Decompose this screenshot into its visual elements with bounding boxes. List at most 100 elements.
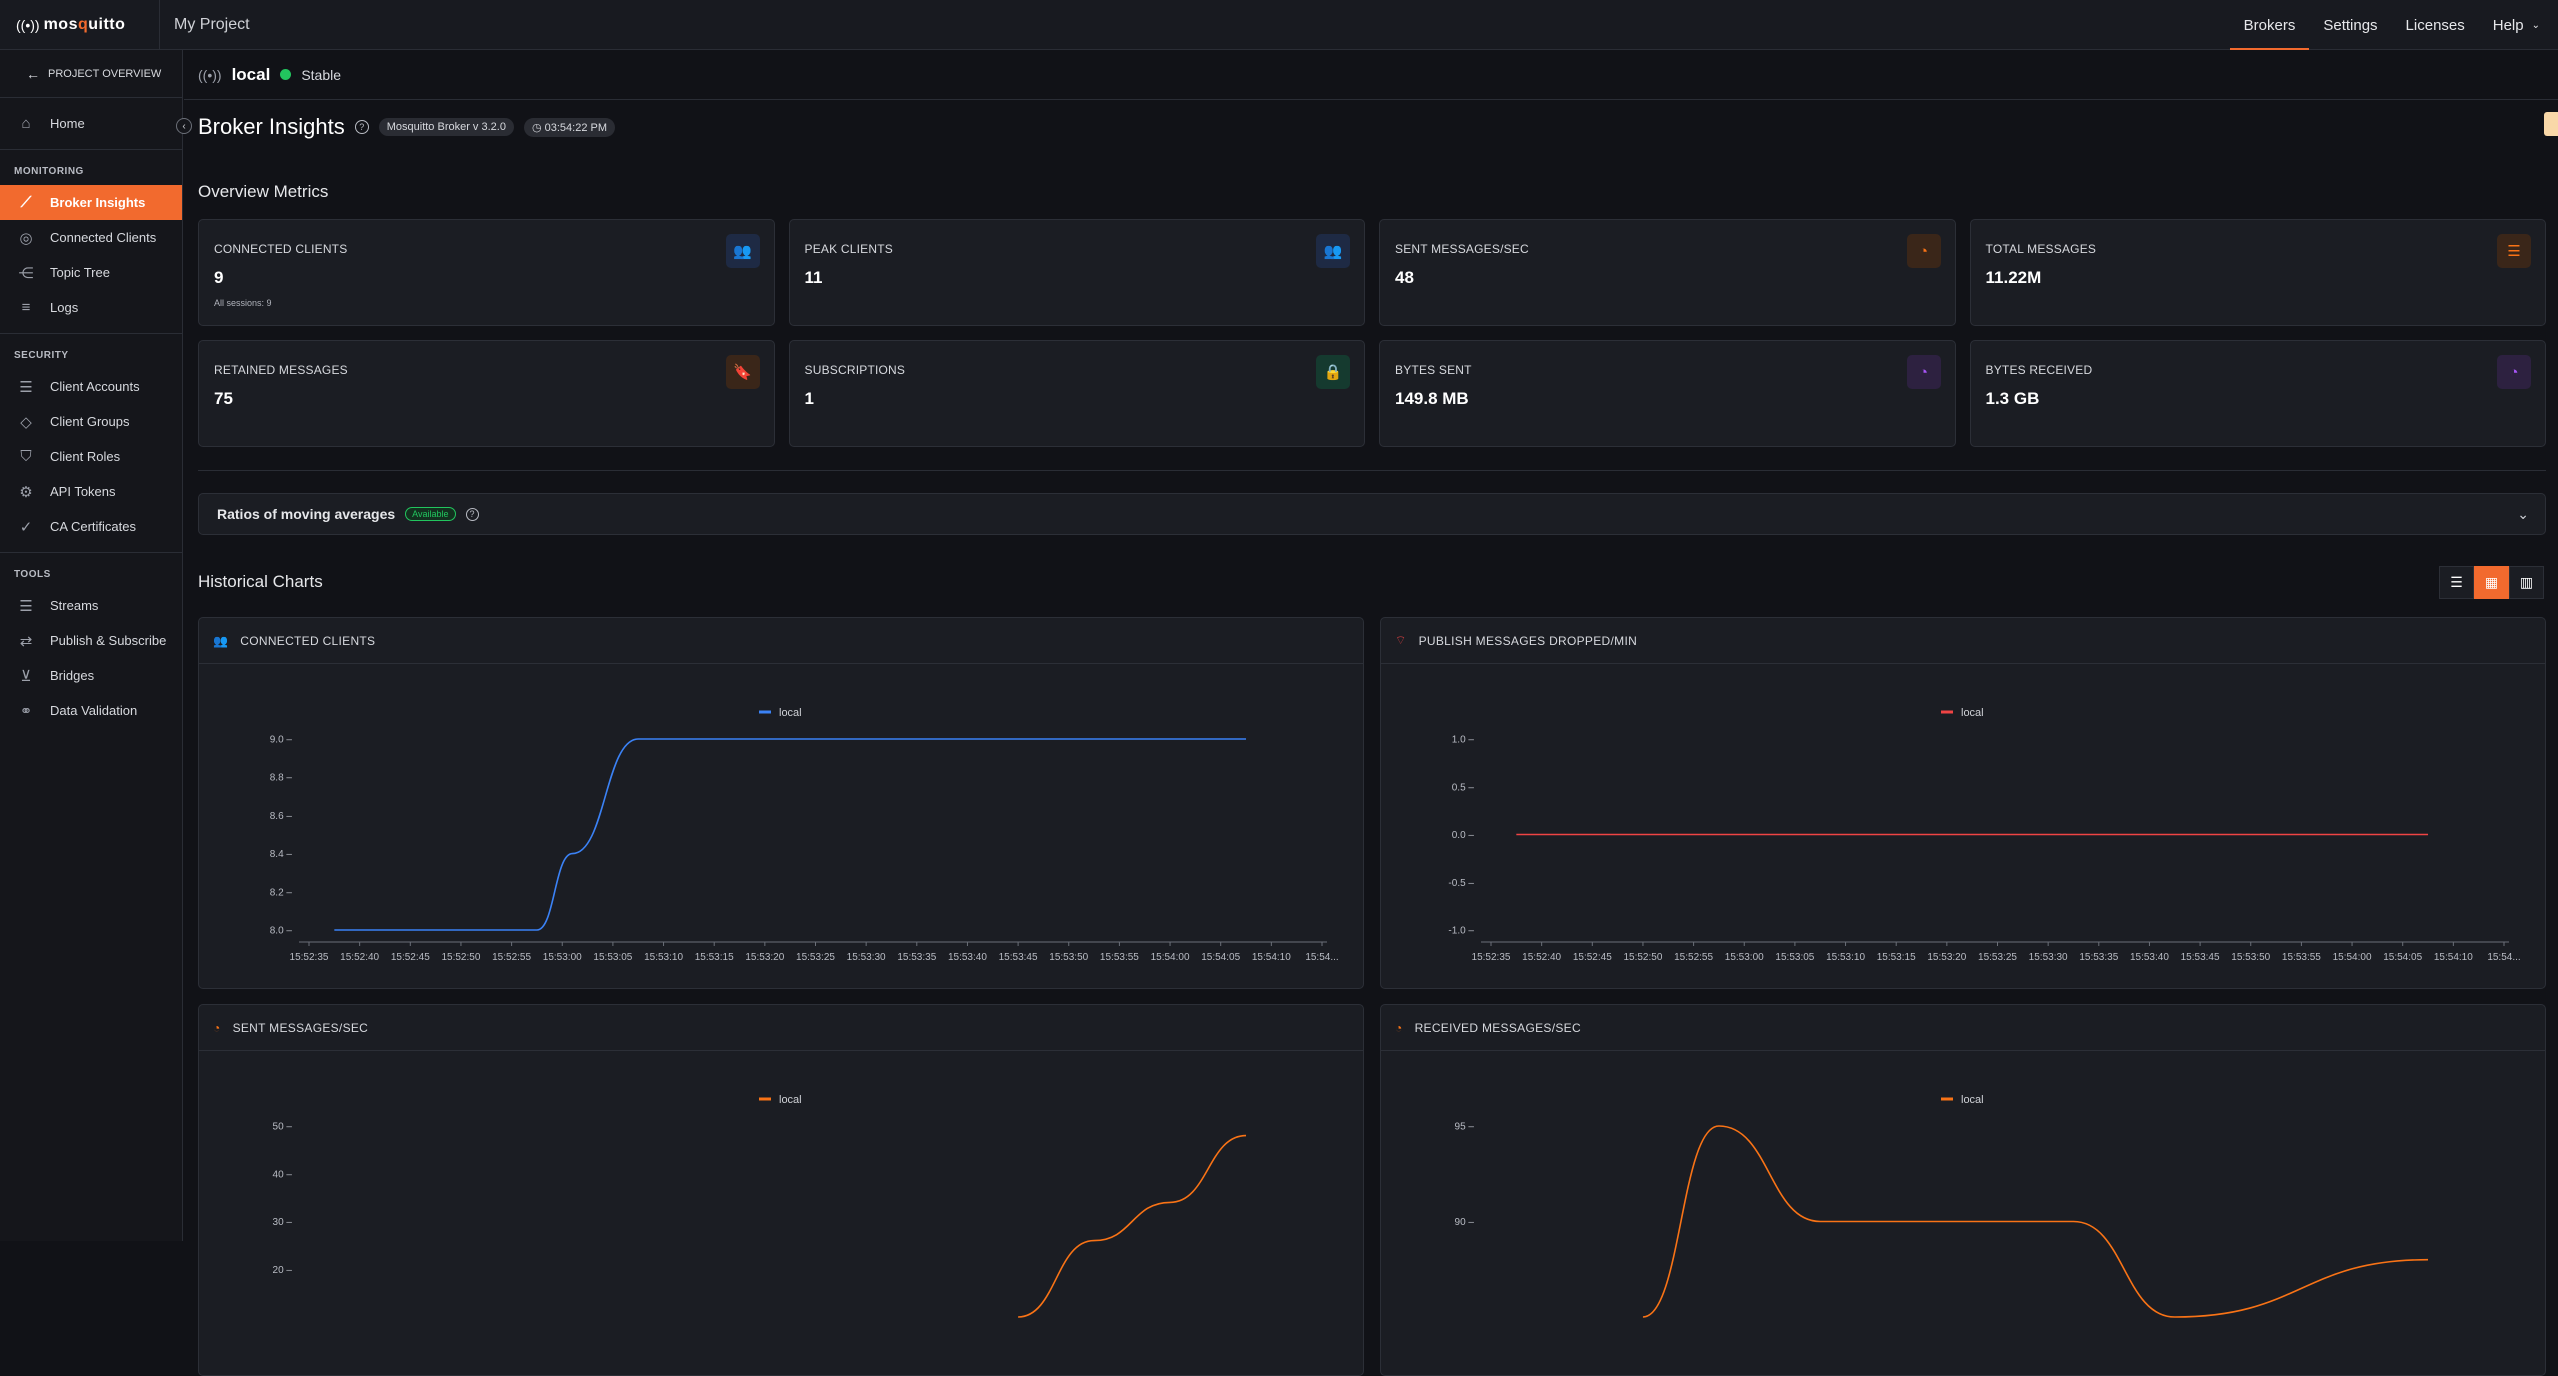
help-circle-icon[interactable]: ?	[354, 120, 369, 134]
divider	[198, 470, 2546, 471]
sidebar-item-bridges[interactable]: ⊻ Bridges	[0, 658, 182, 693]
section-title: MONITORING	[14, 166, 84, 177]
logo[interactable]: ((•)) mosquitto	[0, 0, 160, 50]
section-title: SECURITY	[14, 350, 69, 361]
sidebar-item-client-groups[interactable]: ◇ Client Groups	[0, 404, 182, 439]
sidebar-item-data-validation[interactable]: ⚭ Data Validation	[0, 693, 182, 728]
legend-label: local	[779, 1094, 802, 1106]
diamond-icon: ◇	[20, 413, 32, 431]
broadcast-icon: ((•))	[198, 66, 222, 83]
sidebar-item-ca-certificates[interactable]: ✓ CA Certificates	[0, 509, 182, 544]
x-tick-label: 15:53:50	[2231, 952, 2270, 963]
chart-card: ◔ RECEIVED MESSAGES/SEC local 95 – 90 –	[1380, 1004, 2546, 1376]
nav-brokers[interactable]: Brokers	[2229, 0, 2310, 50]
x-tick-label: 15:53:20	[745, 952, 784, 963]
series-line	[334, 738, 1247, 931]
legend-label: local	[1961, 1094, 1984, 1106]
x-tick-label: 15:52:35	[290, 952, 329, 963]
metric-label: SENT MESSAGES/SEC	[1395, 242, 1529, 256]
x-tick-label: 15:52:55	[1674, 952, 1713, 963]
tree-icon: ⋲	[18, 264, 34, 282]
x-tick-label: 15:54:10	[1252, 952, 1291, 963]
chart-title: RECEIVED MESSAGES/SEC	[1414, 1020, 1581, 1035]
sidebar-item-client-roles[interactable]: ⛉ Client Roles	[0, 439, 182, 474]
x-tick-label: 15:54:05	[2383, 952, 2422, 963]
project-name[interactable]: My Project	[174, 15, 250, 33]
x-tick-label: 15:53:35	[2079, 952, 2118, 963]
chart-title: CONNECTED CLIENTS	[240, 633, 376, 648]
nav-licenses[interactable]: Licenses	[2405, 16, 2465, 34]
collapse-sidebar-icon[interactable]: ‹	[176, 118, 192, 134]
project-overview-link[interactable]: ← PROJECT OVERVIEW	[0, 50, 182, 98]
y-tick-label: 95 –	[1455, 1122, 1475, 1133]
sidebar-item-connected-clients[interactable]: ◎ Connected Clients	[0, 220, 182, 255]
wifi-icon: ⌔	[1395, 633, 1407, 647]
arrow-left-icon: ←	[26, 65, 40, 82]
users-icon: 👥	[1316, 234, 1350, 268]
y-tick-label: 30 –	[273, 1217, 293, 1228]
x-tick-label: 15:53:35	[897, 952, 936, 963]
sidebar-item-logs[interactable]: ≡ Logs	[0, 290, 182, 325]
status-dot	[280, 69, 292, 80]
gauge-icon: ◔	[1395, 1020, 1403, 1035]
y-tick-label: -0.5 –	[1448, 878, 1474, 889]
help-label: Help	[2492, 16, 2524, 34]
chevron-down-icon: ⌄	[2531, 19, 2540, 31]
list-icon: ☰	[2497, 234, 2531, 268]
chart-icon: ⟋	[20, 194, 32, 211]
metric-label: TOTAL MESSAGES	[1985, 242, 2097, 256]
y-tick-label: 8.4 –	[270, 849, 293, 860]
x-tick-label: 15:53:30	[2029, 952, 2068, 963]
y-tick-label: 40 –	[273, 1169, 293, 1180]
x-tick-label: 15:54:10	[2434, 952, 2473, 963]
nav-settings[interactable]: Settings	[2323, 16, 2378, 34]
sidebar-item-label: CA Certificates	[50, 519, 136, 534]
sidebar-item-streams[interactable]: ☰ Streams	[0, 588, 182, 623]
clock-icon: ◷	[531, 121, 545, 134]
side-panel-tab[interactable]	[2544, 112, 2558, 136]
users-icon: 👥	[213, 633, 229, 648]
columns-view-button[interactable]: ▥	[2509, 566, 2544, 599]
shield-icon: ⛉	[20, 448, 32, 465]
chart-received: local 95 – 90 –	[1455, 1094, 2429, 1318]
sidebar-item-home[interactable]: ⌂ Home	[0, 106, 182, 141]
y-tick-label: 0.0 –	[1452, 830, 1475, 841]
broker-name[interactable]: local	[231, 64, 271, 84]
divider	[0, 149, 182, 150]
broadcast-icon: ((•))	[16, 16, 40, 33]
sidebar-item-label: Broker Insights	[50, 195, 146, 210]
lines-icon: ≡	[21, 299, 31, 316]
list-icon: ☰	[19, 378, 33, 396]
sidebar-item-broker-insights[interactable]: ⟋ Broker Insights	[0, 185, 182, 220]
sidebar-item-label: Client Roles	[50, 449, 121, 464]
nav-help[interactable]: Help ⌄	[2479, 0, 2544, 50]
sidebar-item-client-accounts[interactable]: ☰ Client Accounts	[0, 369, 182, 404]
ratios-accordion[interactable]: Ratios of moving averages Available ? ⌄	[198, 493, 2546, 535]
chart-title: PUBLISH MESSAGES DROPPED/MIN	[1418, 633, 1638, 648]
sidebar-item-api-tokens[interactable]: ⚙ API Tokens	[0, 474, 182, 509]
time-value: 03:54:22 PM	[544, 121, 607, 134]
sidebar-item-label: Publish & Subscribe	[50, 633, 167, 648]
chevron-down-icon[interactable]: ⌄	[2517, 506, 2529, 522]
list-view-button[interactable]: ☰	[2439, 566, 2474, 599]
x-tick-label: 15:53:05	[593, 952, 632, 963]
x-tick-label: 15:52:55	[492, 952, 531, 963]
x-tick-label: 15:54:05	[1201, 952, 1240, 963]
version-pill: Mosquitto Broker v 3.2.0	[378, 118, 514, 136]
x-tick-label: 15:53:50	[1049, 952, 1088, 963]
x-tick-label: 15:52:40	[1522, 952, 1561, 963]
check-circle-icon: ✓	[19, 518, 33, 536]
y-tick-label: 9.0 –	[270, 735, 293, 746]
grid-view-button[interactable]: ▦	[2474, 566, 2509, 599]
time-pill: ◷ 03:54:22 PM	[523, 117, 615, 137]
chart-card: 👥 CONNECTED CLIENTS local 9.0 – 8.8 – 8.6 –…	[198, 617, 1364, 989]
help-circle-icon[interactable]: ?	[465, 507, 479, 521]
bridge-icon: ⊻	[20, 667, 32, 685]
y-tick-label: 8.8 –	[270, 773, 293, 784]
x-tick-label: 15:53:15	[1877, 952, 1916, 963]
x-tick-label: 15:54:00	[2333, 952, 2372, 963]
x-tick-label: 15:53:20	[1927, 952, 1966, 963]
x-tick-label: 15:53:25	[796, 952, 835, 963]
sidebar-item-topic-tree[interactable]: ⋲ Topic Tree	[0, 255, 182, 290]
sidebar-item-publish-subscribe[interactable]: ⇄ Publish & Subscribe	[0, 623, 182, 658]
